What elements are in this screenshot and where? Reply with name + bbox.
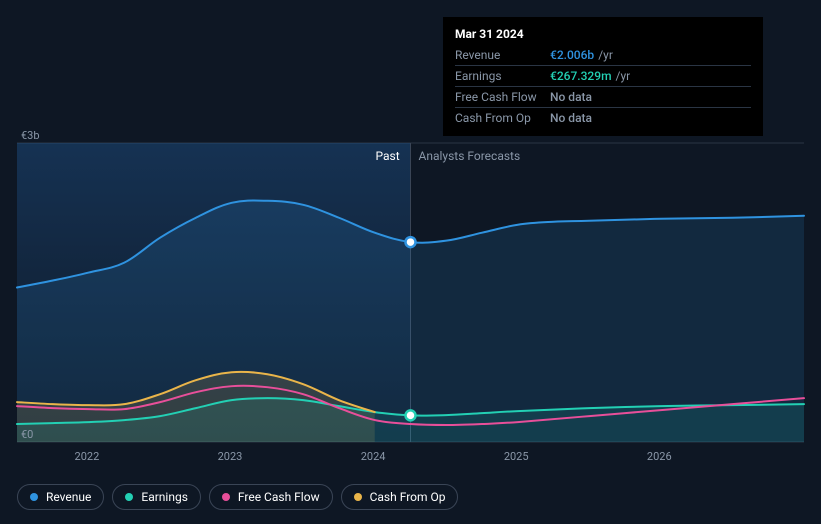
tooltip-row-value: €267.329m <box>550 67 612 85</box>
hover-tooltip: Mar 31 2024 Revenue€2.006b/yrEarnings€26… <box>443 17 763 136</box>
tooltip-row-label: Earnings <box>455 67 550 85</box>
x-tick-label: 2022 <box>75 450 100 463</box>
tooltip-row-label: Free Cash Flow <box>455 88 550 106</box>
section-label-forecast: Analysts Forecasts <box>419 149 521 163</box>
legend-dot-icon <box>125 493 133 501</box>
legend-label: Revenue <box>46 490 91 504</box>
legend: Revenue Earnings Free Cash Flow Cash From O… <box>17 484 458 510</box>
legend-label: Cash From Op <box>370 490 446 504</box>
tooltip-row-value: No data <box>550 88 592 106</box>
x-tick-label: 2023 <box>218 450 243 463</box>
tooltip-row-unit: /yr <box>598 46 613 64</box>
tooltip-row: Earnings€267.329m/yr <box>455 65 751 86</box>
legend-item-earnings[interactable]: Earnings <box>112 484 201 510</box>
y-tick-label: €3b <box>21 129 40 142</box>
legend-dot-icon <box>354 493 362 501</box>
tooltip-row-value: €2.006b <box>550 46 594 64</box>
legend-item-fcf[interactable]: Free Cash Flow <box>209 484 333 510</box>
y-tick-label: €0 <box>21 428 33 441</box>
x-tick-label: 2026 <box>647 450 672 463</box>
financials-chart: Mar 31 2024 Revenue€2.006b/yrEarnings€26… <box>0 0 821 524</box>
legend-label: Earnings <box>141 490 188 504</box>
x-tick-label: 2024 <box>361 450 386 463</box>
tooltip-row-label: Revenue <box>455 46 550 64</box>
tooltip-row: Cash From OpNo data <box>455 107 751 128</box>
section-label-past: Past <box>376 149 400 163</box>
tooltip-row-label: Cash From Op <box>455 109 550 127</box>
legend-dot-icon <box>30 493 38 501</box>
legend-label: Free Cash Flow <box>238 490 320 504</box>
legend-item-revenue[interactable]: Revenue <box>17 484 104 510</box>
legend-item-cfo[interactable]: Cash From Op <box>341 484 459 510</box>
legend-dot-icon <box>222 493 230 501</box>
tooltip-row-value: No data <box>550 109 592 127</box>
x-tick-label: 2025 <box>504 450 529 463</box>
tooltip-title: Mar 31 2024 <box>455 25 751 43</box>
tooltip-row: Free Cash FlowNo data <box>455 86 751 107</box>
tooltip-row-unit: /yr <box>616 67 631 85</box>
tooltip-row: Revenue€2.006b/yr <box>455 45 751 65</box>
